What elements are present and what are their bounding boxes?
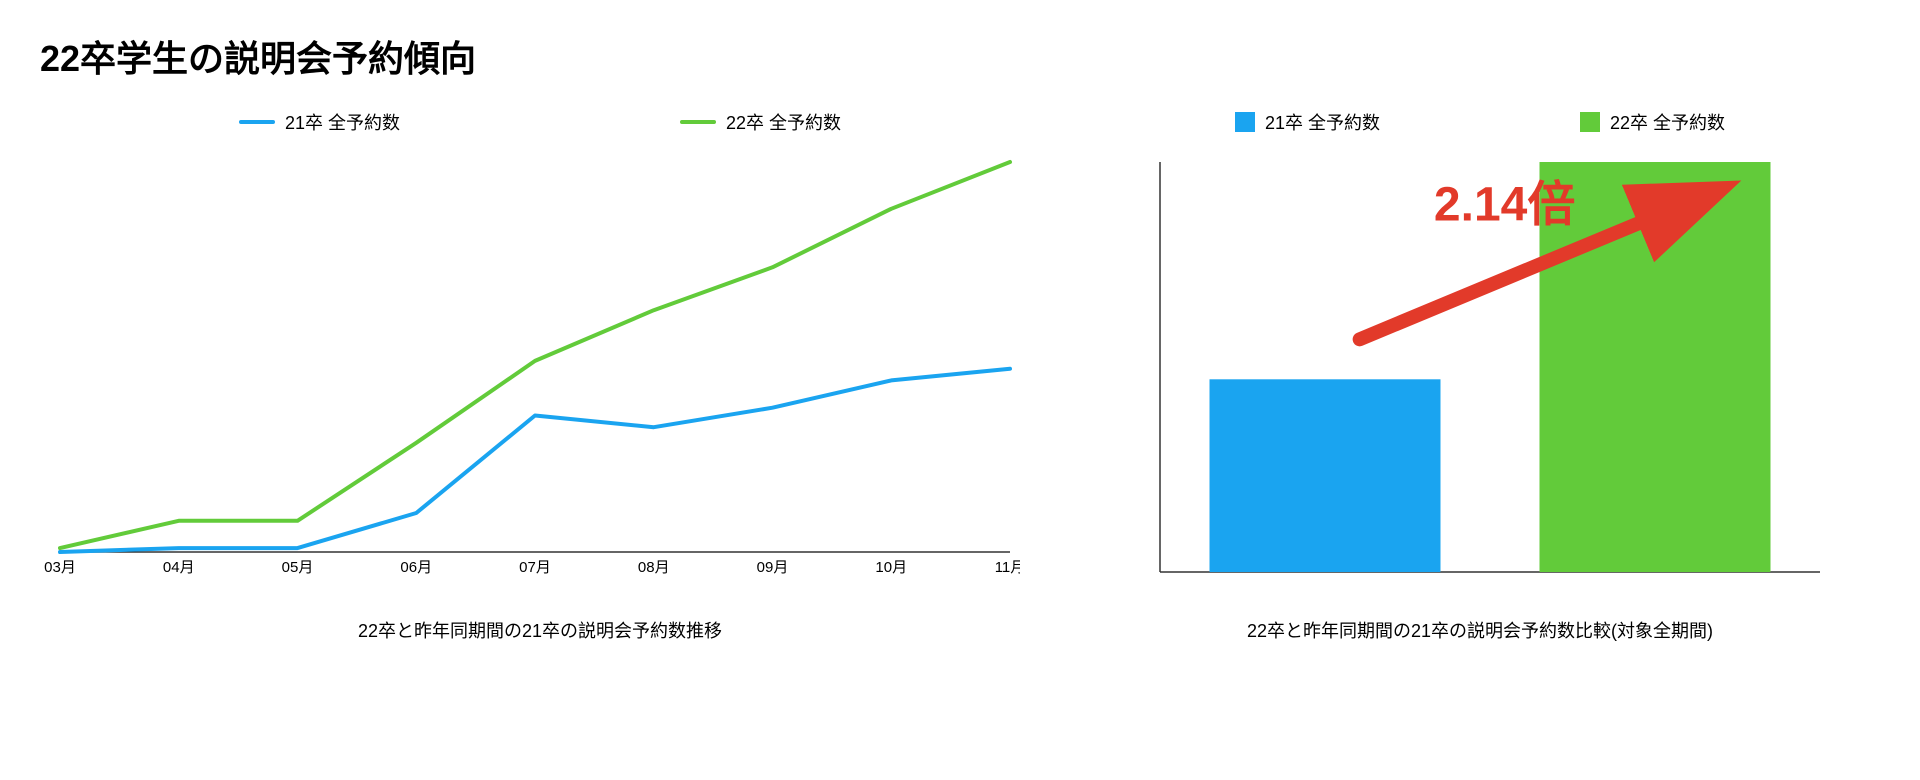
legend-item-22: 22卒 全予約数 xyxy=(680,109,841,135)
charts-row: 21卒 全予約数 22卒 全予約数 03月 04月 05月 06月 07月 08月 09月 1… xyxy=(40,102,1880,643)
line-chart-plot: 03月 04月 05月 06月 07月 08月 09月 10月 11月 xyxy=(40,152,1040,587)
x-axis-label: 11月 xyxy=(995,559,1020,576)
x-axis-label: 05月 xyxy=(282,559,314,576)
line-chart: 21卒 全予約数 22卒 全予約数 03月 04月 05月 06月 07月 08月 09月 1… xyxy=(40,102,1040,643)
x-axis-label: 09月 xyxy=(757,559,789,576)
x-axis-label: 03月 xyxy=(44,559,76,576)
bar-legend-label-21: 21卒 全予約数 xyxy=(1265,109,1380,135)
bar-chart-caption: 22卒と昨年同期間の21卒の説明会予約数比較(対象全期間) xyxy=(1120,617,1840,643)
legend-item-21: 21卒 全予約数 xyxy=(239,109,400,135)
bar-legend-swatch-22 xyxy=(1580,112,1600,132)
annotation-text: 2.14倍 xyxy=(1434,179,1575,232)
x-axis-label: 04月 xyxy=(163,559,195,576)
bar-legend-item-21: 21卒 全予約数 xyxy=(1235,109,1380,135)
x-axis-label: 07月 xyxy=(519,559,551,576)
bar-chart: 21卒 全予約数 22卒 全予約数 2.14倍 22卒と昨年同期間の21卒の説明… xyxy=(1120,102,1840,643)
line-chart-legend: 21卒 全予約数 22卒 全予約数 xyxy=(40,102,1040,142)
page: 22卒学生の説明会予約傾向 21卒 全予約数 22卒 全予約数 03月 04月 05… xyxy=(0,0,1920,780)
bar-chart-plot: 2.14倍 xyxy=(1120,152,1840,587)
x-axis-label: 08月 xyxy=(638,559,670,576)
bar-chart-legend: 21卒 全予約数 22卒 全予約数 xyxy=(1120,102,1840,142)
line-chart-caption: 22卒と昨年同期間の21卒の説明会予約数推移 xyxy=(40,617,1040,643)
legend-swatch-21 xyxy=(239,120,275,124)
bar-legend-item-22: 22卒 全予約数 xyxy=(1580,109,1725,135)
bar-legend-swatch-21 xyxy=(1235,112,1255,132)
x-axis-label: 10月 xyxy=(875,559,907,576)
x-axis-label: 06月 xyxy=(400,559,432,576)
legend-label-21: 21卒 全予約数 xyxy=(285,109,400,135)
bar-legend-label-22: 22卒 全予約数 xyxy=(1610,109,1725,135)
legend-label-22: 22卒 全予約数 xyxy=(726,109,841,135)
bar-0 xyxy=(1210,379,1441,572)
page-title: 22卒学生の説明会予約傾向 xyxy=(40,30,1880,82)
legend-swatch-22 xyxy=(680,120,716,124)
